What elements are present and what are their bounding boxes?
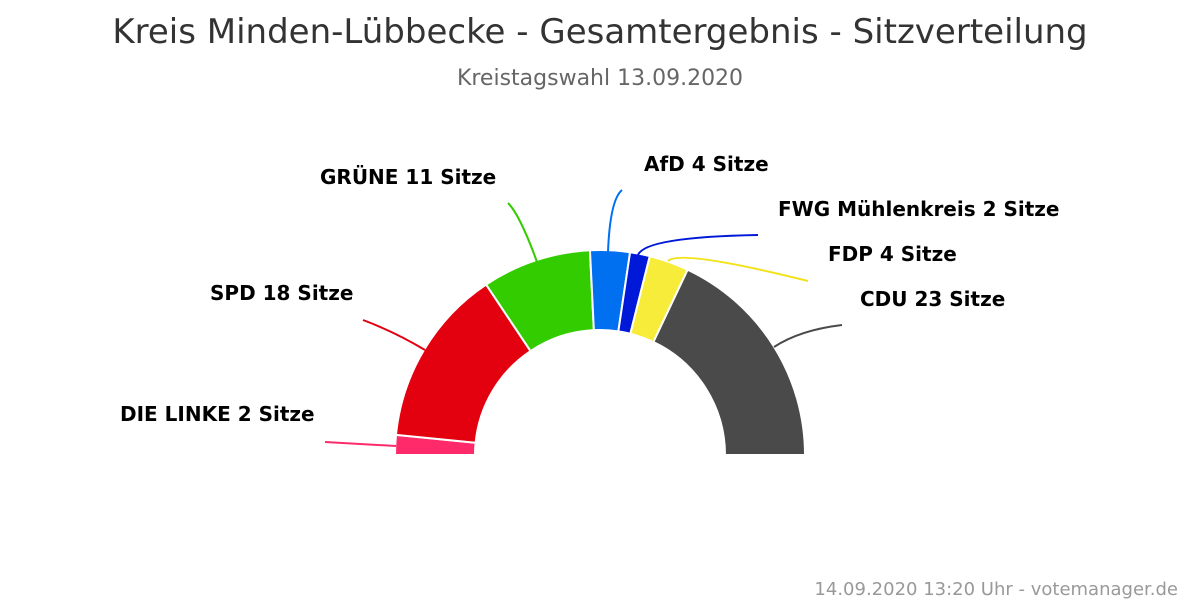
connector-spd bbox=[362, 319, 426, 351]
label-cdu: CDU 23 Sitze bbox=[860, 287, 1005, 311]
connector-gruene bbox=[507, 202, 538, 263]
chart-subtitle: Kreistagswahl 13.09.2020 bbox=[456, 66, 744, 91]
label-die-linke: DIE LINKE 2 Sitze bbox=[120, 402, 315, 426]
connector-cdu bbox=[773, 324, 843, 348]
label-spd: SPD 18 Sitze bbox=[210, 281, 353, 305]
connector-fdp bbox=[667, 256, 809, 282]
connectors-layer bbox=[324, 189, 843, 447]
slices-layer bbox=[393, 249, 807, 456]
label-gruene: GRÜNE 11 Sitze bbox=[320, 165, 496, 189]
chart-title: Kreis Minden-Lübbecke - Gesamtergebnis -… bbox=[112, 12, 1088, 52]
connector-fwg-muehlenkreis bbox=[637, 234, 759, 256]
label-fwg-muehlenkreis: FWG Mühlenkreis 2 Sitze bbox=[778, 197, 1060, 221]
connector-die-linke bbox=[324, 441, 397, 447]
label-fdp: FDP 4 Sitze bbox=[828, 242, 957, 266]
slice-cdu[interactable] bbox=[652, 268, 807, 456]
labels-layer: DIE LINKE 2 Sitze SPD 18 Sitze GRÜNE 11 Si… bbox=[120, 152, 1060, 426]
connector-afd bbox=[607, 189, 623, 253]
label-afd: AfD 4 Sitze bbox=[644, 152, 769, 176]
footer-credit: 14.09.2020 13:20 Uhr - votemanager.de bbox=[814, 579, 1178, 600]
